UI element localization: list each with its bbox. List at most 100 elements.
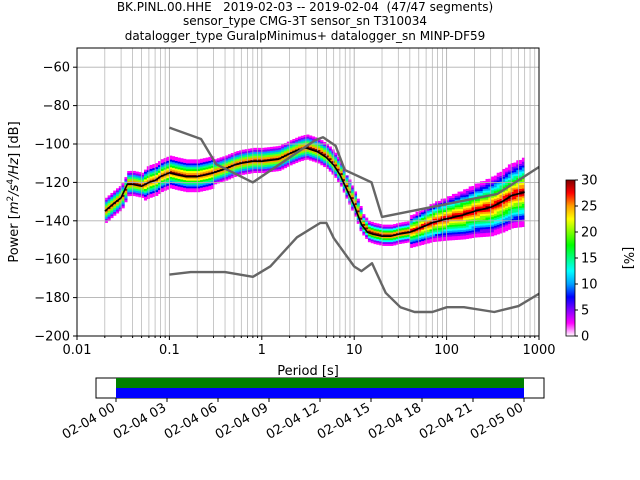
heatmap-cell [356, 200, 360, 203]
heatmap-cell [488, 201, 492, 204]
heatmap-cell [510, 166, 514, 169]
heatmap-cell [342, 173, 346, 176]
heatmap-cell [278, 155, 282, 158]
heatmap-cell [160, 161, 164, 164]
heatmap-cell [300, 141, 304, 144]
heatmap-cell [519, 167, 523, 170]
heatmap-cell [244, 151, 248, 154]
heatmap-cell [230, 156, 234, 160]
heatmap-cell [443, 211, 447, 215]
heatmap-cell [351, 206, 355, 209]
heatmap-cell [225, 161, 229, 164]
heatmap-cell [429, 215, 433, 218]
heatmap-cell [267, 152, 271, 156]
heatmap-cell [493, 227, 497, 230]
heatmap-cell [485, 234, 489, 237]
heatmap-cell [510, 188, 514, 191]
heatmap-cell [379, 231, 383, 234]
heatmap-cell [171, 163, 176, 166]
heatmap-cell [146, 193, 150, 196]
heatmap-cell [393, 241, 397, 244]
heatmap-cell [407, 227, 411, 230]
heatmap-cell [269, 148, 274, 151]
heatmap-cell [513, 199, 517, 202]
heatmap-cell [216, 162, 220, 165]
heatmap-cell [435, 203, 439, 206]
heatmap-cell [521, 167, 525, 170]
heatmap-cell [155, 172, 159, 175]
heatmap-cell [409, 243, 414, 246]
heatmap-cell [507, 214, 511, 217]
heatmap-cell [345, 186, 349, 189]
heatmap-cell [505, 229, 509, 232]
heatmap-cell [250, 171, 254, 174]
heatmap-cell [474, 208, 478, 211]
heatmap-cell [507, 206, 511, 209]
heatmap-cell [367, 238, 372, 241]
heatmap-cell [278, 159, 282, 162]
heatmap-cell [325, 166, 330, 169]
heatmap-cell [370, 227, 374, 230]
heatmap-cell [449, 197, 453, 201]
heatmap-cell [124, 182, 128, 185]
heatmap-cell [474, 191, 478, 194]
heatmap-cell [496, 176, 500, 179]
heatmap-cell [317, 149, 321, 152]
heatmap-cell [191, 167, 195, 170]
heatmap-cell [387, 243, 391, 246]
heatmap-cell [454, 197, 458, 200]
heatmap-cell [482, 206, 486, 209]
heatmap-cell [479, 198, 483, 201]
heatmap-cell [468, 201, 472, 204]
heatmap-cell [311, 147, 316, 151]
heatmap-cell [323, 157, 327, 160]
heatmap-cell [465, 190, 469, 193]
heatmap-cell [521, 186, 525, 189]
heatmap-cell [241, 149, 246, 152]
heatmap-cell [437, 216, 442, 219]
heatmap-cell [507, 216, 511, 219]
heatmap-cell [426, 233, 430, 236]
heatmap-cell [158, 166, 162, 169]
heatmap-cell [146, 187, 150, 190]
heatmap-cell [499, 215, 503, 219]
heatmap-cell [286, 149, 290, 152]
heatmap-cell [507, 193, 511, 196]
heatmap-cell [499, 208, 503, 211]
heatmap-cell [384, 243, 388, 246]
heatmap-cell [138, 183, 142, 186]
heatmap-cell [169, 155, 173, 158]
heatmap-cell [479, 183, 483, 186]
heatmap-cell [127, 178, 131, 181]
heatmap-cell [244, 154, 248, 158]
heatmap-cell [376, 238, 380, 241]
heatmap-cell [213, 180, 218, 183]
heatmap-cell [339, 180, 344, 183]
chart-title-line-1: BK.PINL.00.HHE 2019-02-03 -- 2019-02-04 … [116, 0, 494, 14]
heatmap-cell [331, 168, 335, 171]
heatmap-cell [149, 166, 153, 169]
heatmap-cell [166, 170, 170, 173]
heatmap-cell [328, 146, 332, 149]
heatmap-cell [437, 235, 442, 238]
colorbar-tick-label: 15 [581, 252, 598, 267]
heatmap-cell [446, 219, 450, 222]
heatmap-cell [479, 200, 483, 203]
heatmap-cell [295, 156, 299, 160]
heatmap-cell [370, 231, 374, 234]
heatmap-cell [499, 179, 503, 182]
heatmap-cell [278, 161, 282, 164]
heatmap-cell [225, 172, 229, 175]
heatmap-cell [513, 170, 517, 173]
heatmap-cell [233, 151, 237, 154]
heatmap-cell [471, 218, 475, 221]
heatmap-cell [379, 224, 383, 227]
heatmap-cell [132, 192, 136, 195]
heatmap-cell [317, 153, 321, 156]
heatmap-cell [194, 176, 198, 179]
heatmap-cell [230, 176, 234, 179]
heatmap-cell [499, 185, 503, 188]
heatmap-cell [191, 176, 195, 179]
heatmap-cell [124, 192, 128, 195]
heatmap-cell [457, 218, 461, 221]
